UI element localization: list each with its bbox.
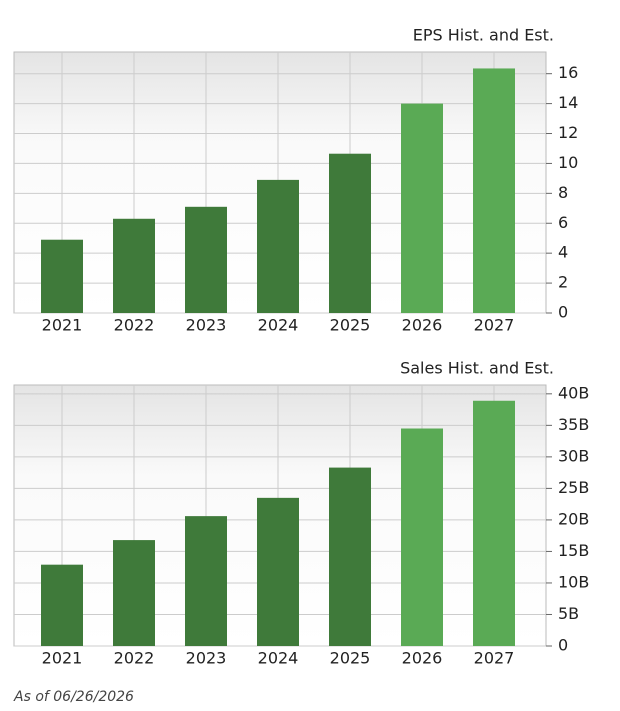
y-tick-label: 0 bbox=[558, 636, 568, 655]
bar bbox=[41, 239, 83, 313]
bar bbox=[257, 179, 299, 313]
chart-title: Sales Hist. and Est. bbox=[400, 359, 554, 378]
bar bbox=[329, 467, 371, 646]
y-tick-label: 5B bbox=[558, 604, 579, 623]
x-tick-label: 2026 bbox=[402, 649, 443, 668]
y-tick-label: 6 bbox=[558, 213, 568, 232]
x-tick-label: 2024 bbox=[258, 649, 299, 668]
x-tick-label: 2023 bbox=[186, 316, 227, 335]
bar bbox=[473, 68, 515, 313]
y-tick-label: 14 bbox=[558, 93, 578, 112]
bar bbox=[113, 540, 155, 646]
y-tick-label: 12 bbox=[558, 123, 578, 142]
x-tick-label: 2021 bbox=[42, 316, 83, 335]
x-tick-label: 2025 bbox=[330, 649, 371, 668]
y-tick-label: 40B bbox=[558, 383, 589, 402]
x-tick-label: 2027 bbox=[474, 316, 515, 335]
x-tick-label: 2024 bbox=[258, 316, 299, 335]
bar bbox=[473, 400, 515, 646]
x-tick-label: 2026 bbox=[402, 316, 443, 335]
bar bbox=[257, 497, 299, 646]
bar bbox=[185, 516, 227, 646]
y-tick-label: 8 bbox=[558, 183, 568, 202]
bar bbox=[401, 428, 443, 646]
x-tick-label: 2022 bbox=[114, 649, 155, 668]
y-tick-label: 35B bbox=[558, 415, 589, 434]
x-tick-label: 2025 bbox=[330, 316, 371, 335]
y-tick-label: 4 bbox=[558, 243, 568, 262]
y-tick-label: 15B bbox=[558, 541, 589, 560]
bar bbox=[113, 218, 155, 313]
y-tick-label: 0 bbox=[558, 303, 568, 322]
x-tick-label: 2023 bbox=[186, 649, 227, 668]
bar bbox=[185, 206, 227, 313]
y-tick-label: 16 bbox=[558, 63, 578, 82]
bar bbox=[41, 564, 83, 646]
x-tick-label: 2027 bbox=[474, 649, 515, 668]
chart-title: EPS Hist. and Est. bbox=[413, 26, 554, 45]
bar bbox=[329, 153, 371, 313]
y-tick-label: 2 bbox=[558, 273, 568, 292]
y-tick-label: 20B bbox=[558, 509, 589, 528]
x-tick-label: 2022 bbox=[114, 316, 155, 335]
y-tick-label: 30B bbox=[558, 446, 589, 465]
y-tick-label: 10 bbox=[558, 153, 578, 172]
y-tick-label: 10B bbox=[558, 572, 589, 591]
bar bbox=[401, 103, 443, 314]
footer: As of 06/26/2026 bbox=[13, 689, 134, 705]
x-tick-label: 2021 bbox=[42, 649, 83, 668]
y-tick-label: 25B bbox=[558, 478, 589, 497]
